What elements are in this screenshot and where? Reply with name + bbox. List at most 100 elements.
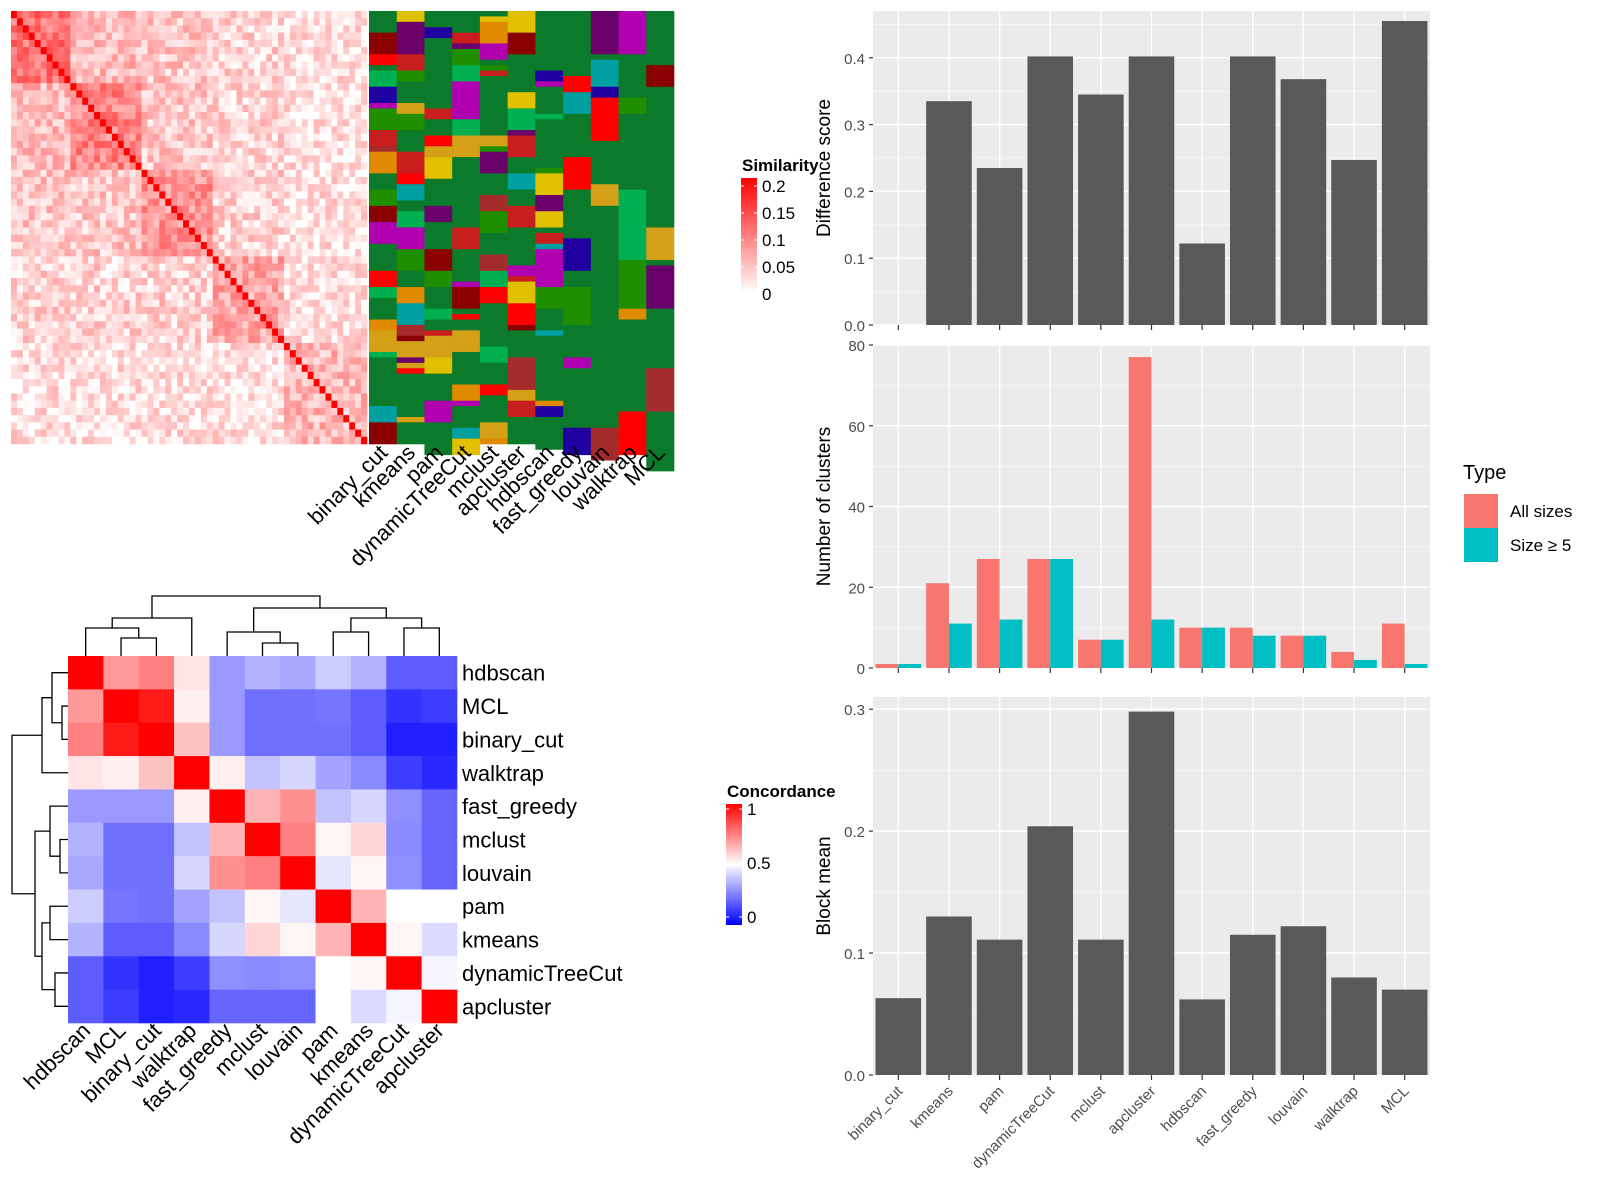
- similarity-cell: [224, 90, 231, 98]
- similarity-cell: [28, 314, 36, 322]
- similarity-cell: [171, 234, 178, 243]
- similarity-cell: [94, 18, 101, 26]
- similarity-cell: [100, 306, 107, 315]
- similarity-cell: [100, 68, 107, 77]
- similarity-cell: [230, 407, 237, 416]
- similarity-cell: [212, 176, 219, 185]
- similarity-cell: [123, 140, 130, 149]
- similarity-cell: [11, 54, 18, 62]
- similarity-cell: [254, 292, 261, 300]
- concordance-cell: [209, 822, 246, 857]
- concordance-cell: [421, 989, 458, 1024]
- similarity-cell: [200, 75, 208, 84]
- similarity-cell: [289, 436, 297, 445]
- similarity-cell: [337, 357, 344, 365]
- similarity-cell: [248, 256, 255, 264]
- similarity-cell: [331, 140, 338, 149]
- bar: [1050, 558, 1074, 668]
- similarity-cell: [224, 306, 231, 315]
- similarity-cell: [135, 321, 142, 329]
- similarity-cell: [189, 176, 196, 185]
- similarity-cell: [355, 436, 362, 445]
- similarity-cell: [319, 32, 326, 41]
- similarity-cell: [94, 68, 101, 77]
- similarity-cell: [165, 357, 172, 365]
- similarity-cell: [46, 321, 53, 329]
- similarity-cell: [159, 47, 166, 55]
- similarity-cell: [349, 126, 356, 134]
- similarity-cell: [129, 54, 136, 62]
- similarity-cell: [46, 342, 53, 351]
- similarity-cell: [194, 393, 202, 401]
- similarity-cell: [52, 140, 59, 149]
- similarity-cell: [301, 270, 308, 279]
- similarity-cell: [313, 18, 320, 26]
- similarity-cell: [248, 386, 255, 394]
- similarity-cell: [272, 270, 279, 279]
- similarity-cell: [76, 11, 83, 19]
- similarity-cell: [64, 256, 71, 264]
- similarity-cell: [64, 83, 71, 91]
- similarity-cell: [325, 119, 332, 127]
- similarity-cell: [248, 119, 255, 127]
- similarity-cell: [260, 155, 267, 163]
- cluster-cell: [563, 11, 592, 33]
- similarity-cell: [236, 270, 243, 279]
- similarity-cell: [200, 47, 208, 55]
- similarity-cell: [64, 227, 71, 236]
- similarity-cell: [46, 306, 53, 315]
- similarity-cell: [88, 241, 95, 250]
- similarity-cell: [94, 39, 101, 48]
- similarity-cell: [343, 169, 350, 178]
- similarity-cell: [52, 400, 59, 409]
- similarity-cell: [194, 371, 202, 380]
- cluster-cell: [396, 362, 425, 369]
- similarity-cell: [28, 75, 36, 84]
- similarity-cell: [248, 321, 255, 329]
- similarity-cell: [242, 90, 249, 98]
- bar: [1100, 639, 1124, 668]
- similarity-cell: [117, 321, 125, 329]
- similarity-cell: [349, 299, 356, 308]
- similarity-cell: [76, 386, 83, 394]
- similarity-cell: [11, 176, 18, 185]
- similarity-cell: [117, 90, 125, 98]
- similarity-cell: [343, 227, 350, 236]
- similarity-cell: [34, 436, 41, 445]
- cluster-cell: [424, 38, 453, 61]
- similarity-cell: [22, 119, 30, 127]
- similarity-cell: [111, 342, 119, 351]
- similarity-cell: [177, 321, 184, 329]
- similarity-cell: [331, 169, 338, 178]
- similarity-cell: [22, 429, 30, 438]
- similarity-cell: [76, 400, 83, 409]
- similarity-cell: [212, 97, 219, 106]
- similarity-cell: [260, 407, 267, 416]
- similarity-cell: [52, 415, 59, 423]
- similarity-cell: [141, 32, 148, 41]
- similarity-cell: [289, 75, 297, 84]
- similarity-cell: [88, 213, 95, 221]
- similarity-cell: [349, 256, 356, 264]
- similarity-cell: [58, 249, 65, 257]
- similarity-cell: [52, 357, 59, 365]
- similarity-cell: [295, 126, 303, 134]
- similarity-cell: [295, 357, 303, 365]
- similarity-cell: [105, 61, 113, 70]
- similarity-cell: [153, 75, 160, 84]
- similarity-cell: [183, 119, 190, 127]
- cluster-cell: [479, 287, 508, 299]
- similarity-cell: [141, 133, 148, 142]
- cluster-cell: [452, 11, 481, 33]
- concordance-cell: [315, 822, 352, 857]
- similarity-cell: [289, 198, 297, 207]
- similarity-cell: [278, 119, 285, 127]
- similarity-cell: [141, 299, 148, 308]
- cluster-cell: [535, 70, 564, 82]
- similarity-cell: [254, 184, 261, 192]
- cluster-cell: [479, 11, 508, 17]
- similarity-cell: [283, 198, 291, 207]
- similarity-cell: [212, 429, 219, 438]
- similarity-cell: [272, 386, 279, 394]
- similarity-cell: [224, 205, 231, 214]
